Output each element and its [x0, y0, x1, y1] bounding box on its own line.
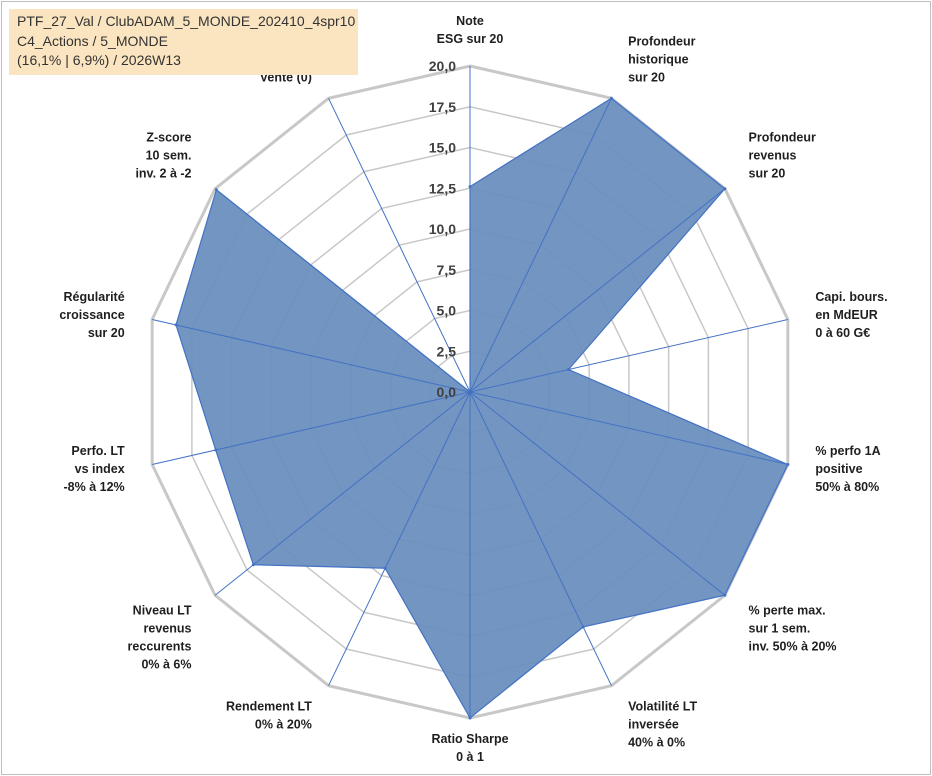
tick-label-5: 12,5	[429, 180, 456, 196]
axis-label-line: Volatilité LT	[628, 700, 697, 714]
axis-label-3: Capi. bours. en MdEUR 0 à 60 G€	[815, 290, 887, 340]
spoke-6	[469, 391, 612, 686]
tick-label-1: 2,5	[437, 343, 457, 359]
axis-label-line: Note	[456, 14, 484, 28]
axis-label-0: Note ESG sur 20	[437, 14, 504, 46]
axis-label-1: Profondeur historique sur 20	[628, 34, 695, 84]
spoke-12	[214, 188, 471, 393]
axis-label-6: Volatilité LT inversée 40% à 0%	[628, 700, 697, 750]
portfolio-info-box: PTF_27_Val / ClubADAM_5_MONDE_202410_4sp…	[9, 9, 358, 75]
spoke-8	[328, 391, 471, 686]
axis-label-line: 10 sem.	[146, 148, 192, 162]
radar-spokes	[152, 66, 788, 718]
axis-label-line: positive	[815, 462, 862, 476]
axis-label-2: Profondeur revenus sur 20	[749, 130, 816, 180]
axis-label-line: inv. 2 à -2	[135, 166, 191, 180]
axis-label-line: en MdEUR	[815, 308, 878, 322]
axis-label-line: Capi. bours.	[815, 290, 887, 304]
axis-label-line: vs index	[75, 462, 125, 476]
axis-label-9: Niveau LT revenus reccurents 0% à 6%	[128, 604, 192, 672]
tick-label-0: 0,0	[437, 384, 457, 400]
axis-label-10: Perfo. LT vs index -8% à 12%	[64, 444, 126, 494]
radar-series	[174, 96, 790, 720]
spoke-4	[469, 391, 788, 466]
axis-label-12: Z-score 10 sem. inv. 2 à -2	[135, 130, 191, 180]
tick-label-3: 7,5	[437, 262, 457, 278]
axis-label-5: % perte max. sur 1 sem. inv. 50% à 20%	[749, 604, 837, 654]
info-line-portfolio: PTF_27_Val / ClubADAM_5_MONDE_202410_4sp…	[17, 13, 356, 29]
axis-label-line: inversée	[628, 718, 679, 732]
spoke-5	[469, 391, 726, 596]
axis-label-7: Ratio Sharpe 0 à 1	[431, 732, 508, 764]
axis-label-line: sur 20	[88, 326, 125, 340]
axis-label-line: sur 20	[749, 166, 786, 180]
spoke-3	[469, 318, 788, 393]
axis-label-line: 0 à 60 G€	[815, 326, 870, 340]
spoke-1	[469, 98, 612, 393]
axis-label-line: Régularité	[64, 290, 125, 304]
tick-label-8: 20,0	[429, 58, 456, 74]
info-line-performance: (16,1% | 6,9%) / 2026W13	[17, 52, 181, 68]
axis-label-line: Profondeur	[749, 130, 816, 144]
axis-label-11: Régularité croissance sur 20	[59, 290, 124, 340]
axis-label-line: revenus	[749, 148, 797, 162]
series-area-0	[175, 97, 789, 719]
axis-label-line: historique	[628, 52, 688, 66]
axis-label-line: inv. 50% à 20%	[749, 640, 837, 654]
axis-label-line: -8% à 12%	[64, 480, 125, 494]
spoke-10	[152, 391, 471, 466]
axis-label-line: 0% à 20%	[255, 718, 312, 732]
info-line-category: C4_Actions / 5_MONDE	[17, 32, 168, 49]
axis-label-line: 0% à 6%	[141, 658, 191, 672]
axis-label-line: Ratio Sharpe	[431, 732, 508, 746]
spoke-13	[328, 98, 471, 393]
axis-label-line: Rendement LT	[226, 700, 312, 714]
axis-label-line: reccurents	[128, 640, 192, 654]
tick-label-7: 17,5	[429, 99, 456, 115]
axis-label-4: % perfo 1A positive 50% à 80%	[815, 444, 880, 494]
axis-label-line: revenus	[144, 622, 192, 636]
tick-label-6: 15,0	[429, 140, 456, 156]
axis-labels: Note ESG sur 20 Profondeur historique sur 20…	[59, 14, 887, 764]
axis-label-line: Perfo. LT	[71, 444, 125, 458]
axis-label-8: Rendement LT 0% à 20%	[226, 700, 312, 732]
axis-label-line: Niveau LT	[133, 604, 192, 618]
axis-label-line: 0 à 1	[456, 750, 484, 764]
axis-label-line: 50% à 80%	[815, 480, 879, 494]
axis-label-line: 40% à 0%	[628, 736, 685, 750]
spoke-2	[469, 188, 726, 393]
radial-tick-labels: 0,0 2,5 5,0 7,5 10,0 12,5 15,0 17,5 20,0	[429, 58, 456, 400]
spoke-9	[214, 391, 471, 596]
axis-label-line: Z-score	[146, 130, 191, 144]
axis-label-line: % perfo 1A	[815, 444, 880, 458]
tick-label-4: 10,0	[429, 221, 456, 237]
spoke-11	[152, 318, 471, 393]
axis-label-line: sur 20	[628, 70, 665, 84]
tick-label-2: 5,0	[437, 303, 457, 319]
axis-label-line: % perte max.	[749, 604, 826, 618]
axis-label-line: croissance	[59, 308, 124, 322]
axis-label-line: ESG sur 20	[437, 32, 504, 46]
axis-label-line: sur 1 sem.	[749, 622, 811, 636]
axis-label-line: Profondeur	[628, 34, 695, 48]
